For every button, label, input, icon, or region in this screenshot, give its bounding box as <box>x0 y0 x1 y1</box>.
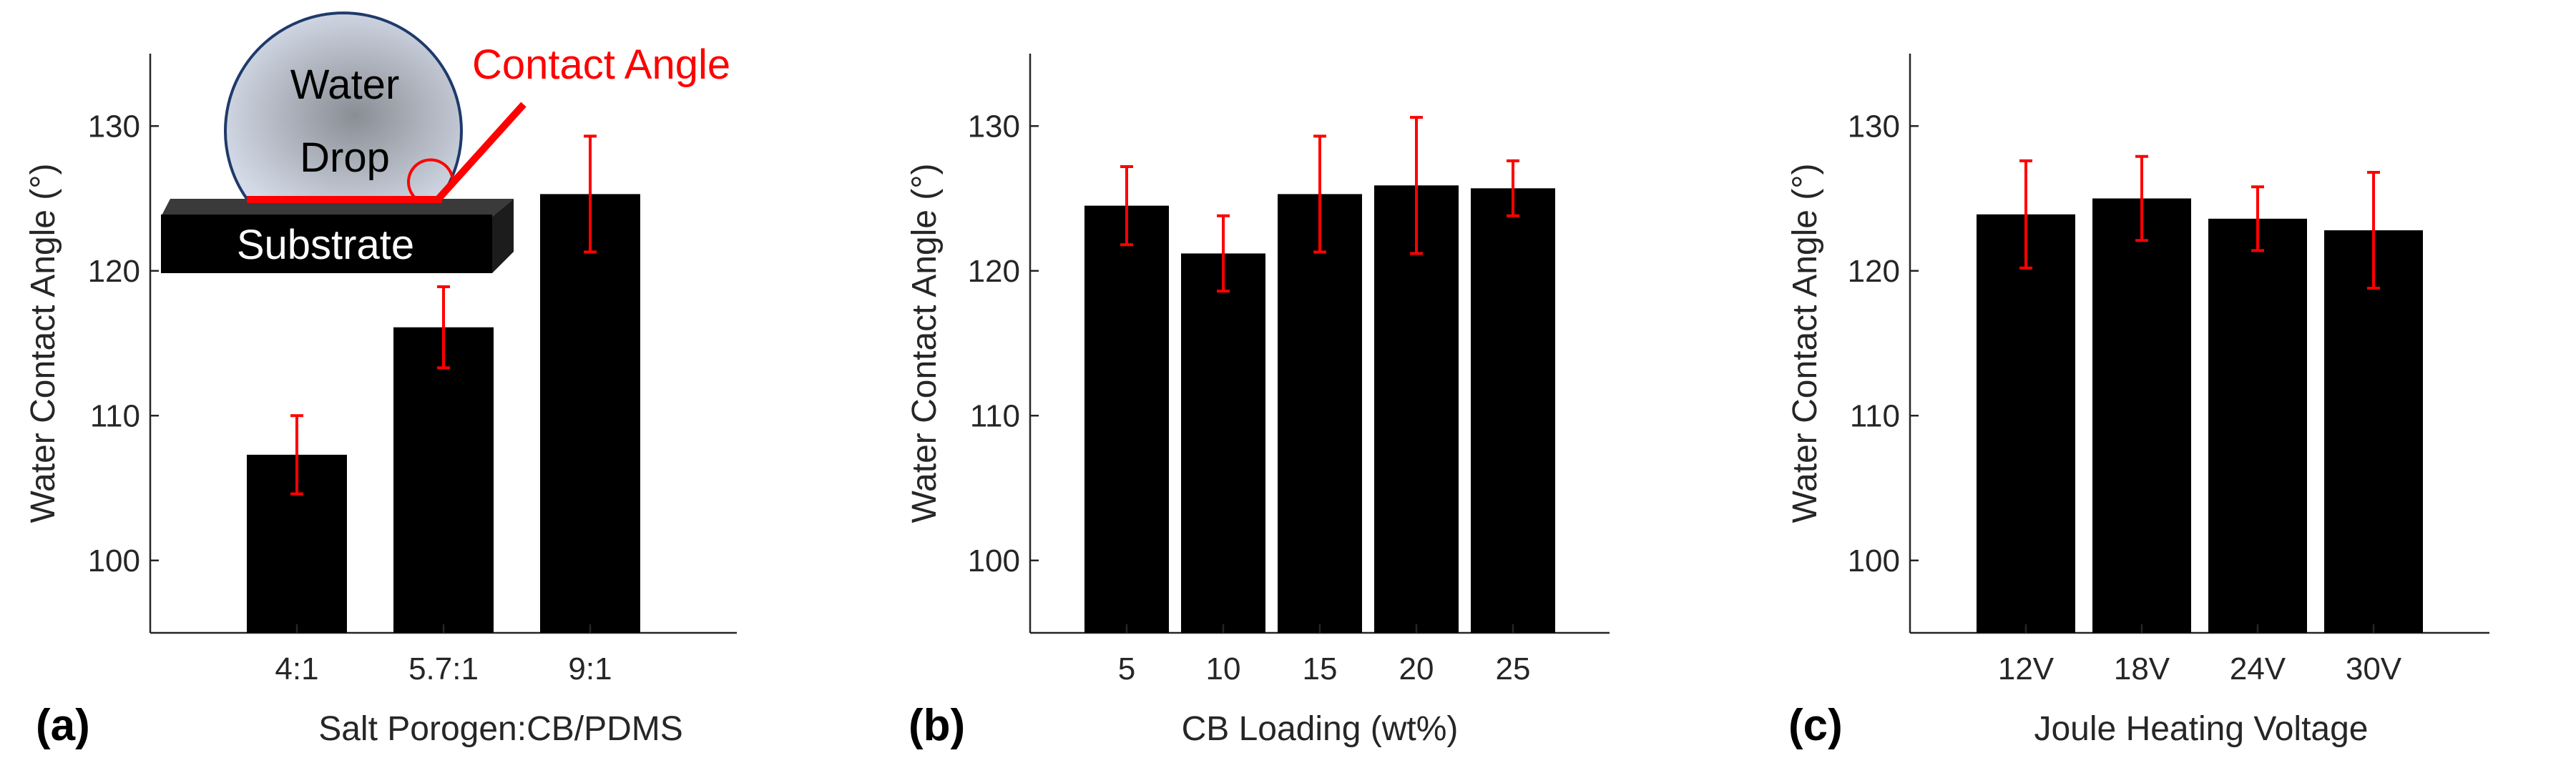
y-tick-label-110: 110 <box>1850 398 1900 433</box>
x-axis-label: CB Loading (wt%) <box>1182 710 1459 748</box>
contact-angle-arc <box>407 158 455 201</box>
y-tick-label-100: 100 <box>968 543 1020 578</box>
bar-5 <box>1084 205 1169 633</box>
x-tick-label-15: 15 <box>1303 651 1338 686</box>
drop-label-line1: Water <box>290 61 400 108</box>
substrate-label: Substrate <box>237 222 414 268</box>
x-tick-label-30v: 30V <box>2346 651 2402 686</box>
y-axis-label: Water Contact Angle (°) <box>24 164 62 523</box>
plots-layer: 100 110 120 130 4:1 5.7:1 9:1 Water Contact Ang… <box>24 54 2489 750</box>
x-tick-label-5: 5 <box>1118 651 1135 686</box>
substrate-side-face <box>492 199 514 273</box>
y-tick-label-120: 120 <box>1848 254 1900 289</box>
y-tick-label-120: 120 <box>88 254 140 289</box>
panel-label-1: (a) <box>36 701 90 750</box>
substrate-top-face <box>161 199 514 217</box>
bar-9-1 <box>540 194 640 633</box>
bar-24v <box>2208 218 2307 634</box>
bar-10 <box>1181 253 1265 633</box>
y-tick-label-110: 110 <box>90 398 140 433</box>
contact-angle-label: Contact Angle <box>472 41 730 88</box>
y-tick-label-130: 130 <box>88 109 140 144</box>
bar-18v <box>2092 198 2191 633</box>
bar-20 <box>1374 185 1459 633</box>
water-drop <box>224 11 463 200</box>
y-tick-label-120: 120 <box>968 254 1020 289</box>
chart-panel-2: 100 110 120 130 5 10 15 20 25 Water Contact Angle… <box>906 54 1610 750</box>
substrate-block <box>161 215 492 273</box>
bar-15 <box>1278 194 1362 633</box>
chart-panel-3: 100 110 120 130 12V 18V 24V 30V Water Contact An… <box>1786 54 2489 750</box>
x-tick-label-9-1: 9:1 <box>568 651 612 686</box>
x-axis-label: Salt Porogen:CB/PDMS <box>318 710 683 748</box>
panel-label-2: (b) <box>909 701 965 750</box>
y-axis-label: Water Contact Angle (°) <box>1786 164 1824 523</box>
panel-label-3: (c) <box>1788 701 1843 750</box>
y-tick-label-130: 130 <box>1848 109 1900 144</box>
y-tick-label-100: 100 <box>88 543 140 578</box>
x-tick-label-10: 10 <box>1206 651 1241 686</box>
y-tick-label-110: 110 <box>970 398 1020 433</box>
x-tick-label-25: 25 <box>1496 651 1531 686</box>
x-tick-label-12v: 12V <box>1998 651 2055 686</box>
bar-5-7-1 <box>393 327 494 633</box>
bar-30v <box>2324 230 2423 633</box>
contact-tangent-line <box>435 102 527 202</box>
chart-panel-1: 100 110 120 130 4:1 5.7:1 9:1 Water Contact Ang… <box>24 54 737 750</box>
bar-25 <box>1471 188 1555 633</box>
drop-label-line2: Drop <box>300 134 390 181</box>
bar-12v <box>1977 214 2075 633</box>
x-tick-label-18v: 18V <box>2114 651 2170 686</box>
y-axis-label: Water Contact Angle (°) <box>906 164 944 523</box>
x-tick-label-24v: 24V <box>2230 651 2286 686</box>
x-axis-label: Joule Heating Voltage <box>2034 710 2368 748</box>
x-tick-label-20: 20 <box>1399 651 1434 686</box>
y-tick-label-100: 100 <box>1848 543 1900 578</box>
y-tick-label-130: 130 <box>968 109 1020 144</box>
x-tick-label-4-1: 4:1 <box>275 651 318 686</box>
contact-angle-inset: Substrate Water Drop Contact Angle <box>161 11 730 273</box>
x-tick-label-5-7-1: 5.7:1 <box>408 651 479 686</box>
